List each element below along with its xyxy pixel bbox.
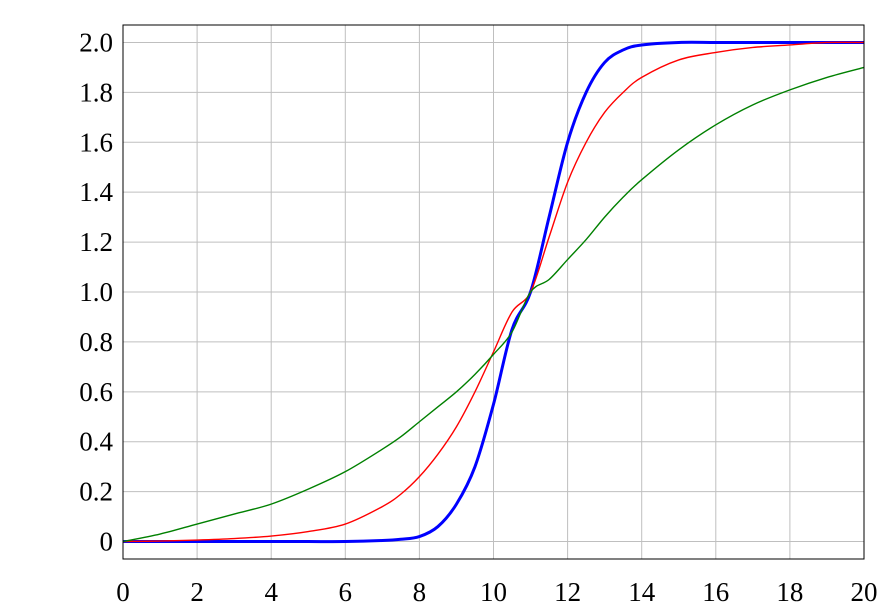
y-tick-label: 0.6	[79, 377, 113, 407]
y-tick-label: 1.6	[79, 127, 113, 157]
y-tick-label: 0.8	[79, 327, 113, 357]
y-tick-label: 2.0	[79, 27, 113, 57]
y-tick-label: 1.0	[79, 277, 113, 307]
y-tick-label: 0	[100, 527, 114, 557]
x-tick-label: 10	[480, 577, 507, 605]
series-line-2	[122, 66, 865, 543]
x-tick-label: 6	[339, 577, 353, 605]
x-tick-label: 2	[190, 577, 204, 605]
x-tick-label: 18	[776, 577, 803, 605]
x-tick-label: 14	[628, 577, 656, 605]
x-tick-label: 12	[554, 577, 581, 605]
y-tick-label: 1.8	[79, 77, 113, 107]
x-tick-label: 4	[264, 577, 278, 605]
series-line-1	[122, 41, 865, 543]
x-tick-label: 8	[413, 577, 427, 605]
y-axis: 0 0.2 0.4 0.6 0.8 1.0 1.2 1.4 1.6 1.8 2.0	[79, 27, 113, 556]
y-tick-label: 1.4	[79, 177, 113, 207]
x-tick-label: 20	[851, 577, 878, 605]
plot-frame	[122, 24, 865, 560]
y-tick-label: 0.2	[79, 477, 113, 507]
x-axis: 0 2 4 6 8 10 12 14 16 18 20	[116, 577, 877, 605]
y-tick-label: 0.4	[79, 427, 113, 457]
series-layer	[122, 40, 865, 544]
series-line-0	[123, 40, 864, 544]
x-tick-label: 16	[702, 577, 729, 605]
x-tick-label: 0	[116, 577, 130, 605]
y-tick-label: 1.2	[79, 227, 113, 257]
